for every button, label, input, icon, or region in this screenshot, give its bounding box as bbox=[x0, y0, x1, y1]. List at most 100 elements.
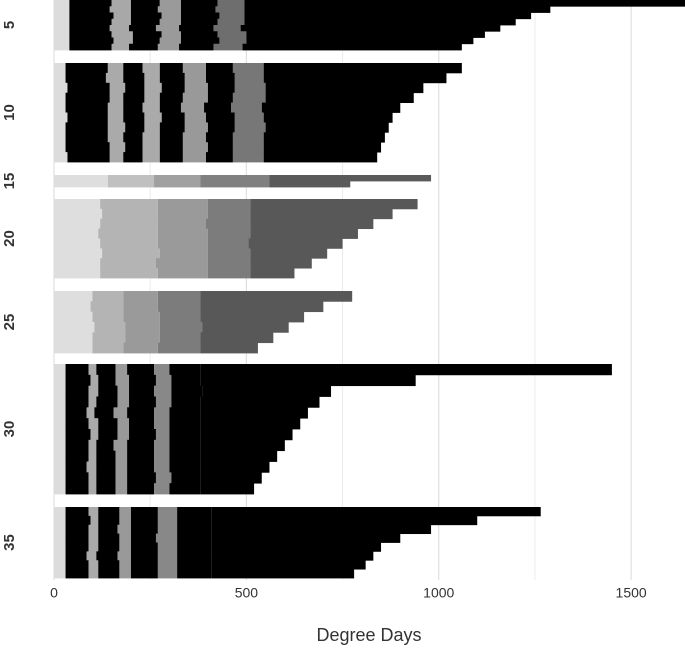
stage-segment bbox=[207, 199, 251, 210]
stage-segment bbox=[242, 43, 462, 51]
stage-segment bbox=[54, 560, 66, 570]
stage-segment bbox=[129, 25, 156, 32]
stage-segment bbox=[54, 142, 66, 153]
stage-segment bbox=[96, 396, 118, 408]
stage-segment bbox=[132, 31, 162, 38]
stage-segment bbox=[182, 132, 206, 143]
stage-segment bbox=[159, 311, 201, 323]
stage-segment bbox=[69, 0, 112, 7]
stage-segment bbox=[109, 25, 130, 32]
stage-segment bbox=[129, 43, 158, 51]
stage-segment bbox=[177, 515, 212, 526]
stage-segment bbox=[98, 507, 120, 517]
stage-segment bbox=[98, 515, 120, 526]
stage-segment bbox=[107, 181, 155, 188]
stage-segment bbox=[157, 268, 208, 279]
stage-segment bbox=[130, 524, 158, 535]
stage-segment bbox=[102, 208, 158, 220]
stage-segment bbox=[123, 152, 143, 163]
stage-segment bbox=[54, 450, 66, 462]
stage-segment bbox=[54, 524, 66, 535]
stage-segment bbox=[98, 418, 118, 430]
stage-segment bbox=[88, 524, 99, 535]
stage-segment bbox=[265, 92, 414, 103]
stage-segment bbox=[159, 332, 201, 344]
stage-segment bbox=[65, 560, 89, 570]
stage-segment bbox=[159, 122, 185, 133]
stage-segment bbox=[250, 268, 295, 279]
stage-segment bbox=[200, 291, 353, 302]
stage-segment bbox=[211, 507, 541, 517]
stage-segment bbox=[230, 102, 262, 113]
stage-segment bbox=[54, 396, 66, 408]
stage-segment bbox=[157, 228, 208, 239]
stage-segment bbox=[207, 92, 233, 103]
stage-segment bbox=[117, 551, 131, 561]
stage-segment bbox=[125, 332, 160, 344]
stage-segment bbox=[244, 0, 685, 7]
stage-segment bbox=[263, 63, 462, 74]
x-tick-label: 1500 bbox=[616, 585, 647, 601]
stage-segment bbox=[169, 439, 201, 452]
stage-segment bbox=[54, 483, 66, 495]
stage-segment bbox=[157, 524, 178, 535]
stage-segment bbox=[54, 228, 99, 239]
stage-segment bbox=[211, 542, 382, 552]
stage-segment bbox=[113, 407, 128, 419]
stage-segment bbox=[98, 385, 118, 397]
stage-segment bbox=[127, 483, 155, 495]
stage-segment bbox=[123, 112, 145, 123]
stage-segment bbox=[265, 122, 389, 133]
stage-segment bbox=[65, 533, 89, 543]
stage-segment bbox=[157, 569, 178, 579]
stage-segment bbox=[54, 439, 66, 452]
stage-segment bbox=[123, 92, 145, 103]
stage-segment bbox=[54, 43, 70, 51]
stage-segment bbox=[159, 37, 181, 45]
stage-segment bbox=[69, 12, 114, 20]
stage-segment bbox=[246, 31, 485, 38]
stage-segment bbox=[88, 396, 97, 408]
stage-segment bbox=[269, 181, 351, 188]
stage-segment bbox=[107, 122, 126, 133]
stage-segment bbox=[54, 385, 66, 397]
stage-segment bbox=[154, 181, 201, 188]
stage-segment bbox=[94, 407, 114, 419]
stage-segment bbox=[248, 238, 343, 249]
stage-segment bbox=[207, 208, 251, 220]
stage-segment bbox=[69, 31, 112, 38]
stage-segment bbox=[54, 551, 66, 561]
stage-segment bbox=[88, 560, 99, 570]
stage-segment bbox=[54, 429, 66, 441]
stage-segment bbox=[130, 6, 158, 13]
stage-segment bbox=[111, 0, 131, 7]
stage-segment bbox=[155, 25, 180, 32]
stage-segment bbox=[54, 407, 66, 419]
stage-segment bbox=[119, 569, 131, 579]
stage-segment bbox=[65, 364, 89, 376]
stage-segment bbox=[154, 439, 170, 452]
stage-segment bbox=[211, 569, 355, 579]
stage-segment bbox=[54, 12, 70, 20]
stage-segment bbox=[54, 342, 93, 354]
stage-segment bbox=[200, 429, 293, 441]
x-axis-title: Degree Days bbox=[316, 625, 421, 645]
stage-segment bbox=[154, 418, 170, 430]
stage-segment bbox=[86, 407, 95, 419]
stage-segment bbox=[234, 72, 264, 84]
stage-segment bbox=[67, 152, 110, 163]
stage-segment bbox=[115, 472, 128, 484]
stage-segment bbox=[65, 72, 106, 84]
stage-segment bbox=[142, 63, 160, 74]
stage-segment bbox=[244, 6, 551, 13]
stage-segment bbox=[157, 515, 178, 526]
x-tick-label: 0 bbox=[50, 585, 58, 601]
stage-segment bbox=[182, 142, 208, 153]
stage-segment bbox=[54, 542, 66, 552]
stage-segment bbox=[98, 374, 116, 387]
stage-segment bbox=[129, 374, 156, 387]
stage-segment bbox=[157, 238, 208, 249]
stage-segment bbox=[86, 461, 97, 473]
stage-segment bbox=[200, 407, 308, 419]
stage-segment bbox=[232, 142, 264, 153]
